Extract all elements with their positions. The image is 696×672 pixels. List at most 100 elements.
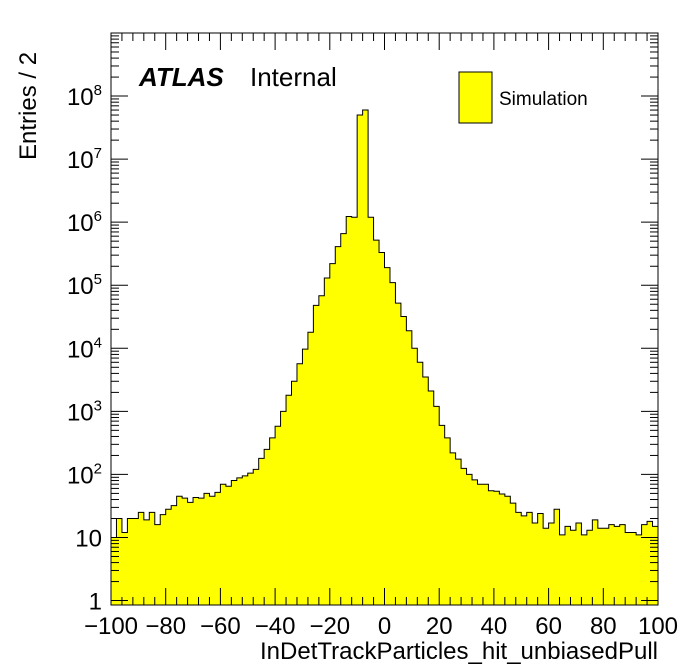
histogram-bin (171, 505, 178, 605)
histogram-bin (296, 363, 303, 605)
histogram-bin (242, 475, 249, 605)
x-tick-label: −20 (309, 613, 350, 640)
histogram-bin (220, 484, 227, 605)
histogram-bin (406, 330, 413, 605)
histogram-bin (499, 493, 506, 605)
histogram-bin (307, 332, 314, 605)
histogram-bin (318, 295, 325, 605)
histogram-bin (526, 512, 533, 605)
histogram-bin (537, 513, 544, 605)
histogram-bin (417, 362, 424, 605)
x-tick-label: −60 (200, 613, 241, 640)
x-tick-label: −40 (255, 613, 296, 640)
x-axis-tick-labels: −100 −80 −60 −40 −20 0 20 40 60 80 100 (84, 613, 678, 640)
y-axis-tick-labels: 1 10 102 103 104 105 106 107 108 (67, 82, 102, 615)
x-tick-label: 80 (590, 613, 617, 640)
x-tick-label: 0 (378, 613, 391, 640)
histogram-bin (379, 252, 385, 605)
histogram-bin (116, 518, 123, 605)
y-tick-label: 104 (67, 334, 102, 363)
histogram-bin (121, 532, 128, 605)
x-tick-label: 60 (535, 613, 562, 640)
histogram-bin (329, 263, 336, 605)
y-tick-label: 108 (67, 82, 102, 111)
histogram-bin (357, 115, 364, 606)
y-tick-label: 102 (67, 460, 102, 489)
histogram-bin (597, 528, 604, 605)
histogram-bin (575, 522, 582, 605)
histogram-bin (455, 459, 462, 605)
legend-label: Simulation (499, 89, 588, 110)
x-tick-label: −100 (84, 613, 138, 640)
histogram-bin (477, 484, 484, 605)
histogram-bin (198, 498, 205, 605)
histogram-bin (346, 216, 353, 605)
histogram-bin (619, 524, 626, 605)
histogram-bars (110, 109, 659, 606)
atlas-label: ATLAS (138, 62, 224, 92)
histogram-bin (614, 526, 621, 605)
histogram-bin (510, 503, 517, 605)
histogram-bin (466, 474, 473, 605)
y-tick-label: 10 (75, 525, 102, 552)
histogram-bin (373, 240, 380, 605)
histogram-bin (286, 395, 292, 605)
histogram-bin (193, 497, 199, 605)
x-axis-ticks (110, 33, 659, 605)
histogram-bin (493, 491, 500, 605)
histogram-bin (461, 468, 467, 605)
histogram-bin (630, 532, 637, 605)
histogram-bin (335, 246, 342, 606)
histogram-bin (209, 496, 216, 605)
histogram-bin (389, 282, 396, 605)
histogram-bin (428, 391, 435, 605)
histogram-bin (439, 425, 446, 605)
histogram-bin (258, 458, 265, 605)
histogram-bin (225, 486, 232, 605)
x-axis-label: InDetTrackParticles_hit_unbiasedPull (260, 638, 658, 665)
histogram-bin (111, 537, 117, 605)
histogram-bin (532, 522, 539, 605)
histogram-bin (433, 406, 440, 605)
histogram-bin (154, 524, 161, 605)
histogram-bin (368, 217, 374, 606)
x-tick-label: 20 (426, 613, 453, 640)
histogram-bin (608, 524, 615, 605)
histogram-bin (554, 509, 560, 605)
x-tick-label: 40 (481, 613, 508, 640)
histogram-bin (592, 519, 599, 605)
x-tick-label: 100 (638, 613, 678, 640)
histogram-bin (641, 524, 648, 605)
histogram-bin (581, 534, 588, 605)
histogram-bin (472, 479, 478, 605)
histogram-bin (504, 496, 511, 605)
x-tick-label: −80 (145, 613, 186, 640)
histogram-bin (231, 480, 238, 605)
histogram-bin (324, 278, 331, 605)
histogram-bin (636, 534, 642, 605)
histogram-bin (182, 498, 188, 605)
histogram-bin (362, 110, 369, 605)
histogram-bin (625, 532, 632, 605)
histogram-bin (450, 452, 457, 605)
histogram-bin (132, 518, 139, 605)
histogram-bin (313, 305, 320, 605)
y-tick-label: 105 (67, 271, 102, 300)
y-tick-label: 106 (67, 208, 102, 237)
histogram-bin (275, 426, 281, 605)
histogram-bin (203, 493, 210, 605)
histogram-bin (302, 349, 309, 605)
histogram-bin (400, 316, 407, 605)
histogram-bin (351, 217, 358, 606)
histogram-bin (214, 492, 221, 605)
histogram-bin (149, 512, 156, 605)
histogram-bin (647, 521, 653, 605)
histogram-bin (565, 526, 571, 605)
histogram-bin (384, 267, 391, 605)
y-tick-label: 1 (89, 589, 102, 616)
histogram-bin (291, 381, 298, 605)
histogram-outline (110, 109, 659, 605)
histogram-bin (488, 490, 495, 605)
legend-swatch (458, 71, 493, 124)
